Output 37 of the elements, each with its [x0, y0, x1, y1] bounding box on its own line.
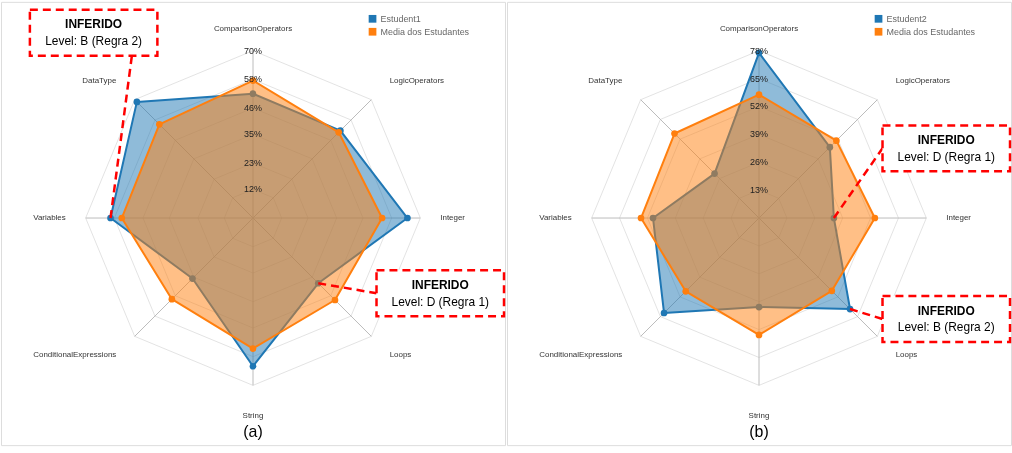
- y-tick-label: 46%: [244, 103, 262, 114]
- spoke-label: ComparisonOperators: [719, 23, 799, 33]
- spoke-label: Variables: [539, 213, 572, 223]
- spoke-label: Variables: [33, 213, 66, 223]
- text: INFERIDO Level: D (Regra 1): [897, 132, 996, 164]
- legend-label: Estudent2: [886, 13, 927, 24]
- y-tick-label: 52%: [750, 101, 768, 112]
- spoke-label: String: [242, 410, 264, 420]
- y-tick-label: 39%: [750, 129, 768, 140]
- text: INFERIDO Level: B (Regra 2): [897, 303, 995, 335]
- y-tick-label: 26%: [750, 157, 768, 168]
- y-tick-label: 23%: [244, 158, 262, 169]
- text: INFERIDO Level: D (Regra 1): [391, 277, 490, 309]
- spoke-label: ConditionalExpressions: [539, 349, 623, 359]
- text: (a): [243, 423, 263, 441]
- spoke-label: Loops: [895, 349, 918, 359]
- y-tick-label: 70%: [244, 45, 262, 56]
- spoke-label: LogicOperators: [389, 76, 445, 86]
- y-tick-label: 65%: [750, 73, 768, 84]
- text: (b): [749, 423, 769, 441]
- legend-label: Media dos Estudantes: [886, 26, 976, 37]
- spoke-label: Loops: [389, 349, 412, 359]
- spoke-label: String: [748, 410, 770, 420]
- spoke-label: LogicOperators: [895, 76, 951, 86]
- y-tick-label: 78%: [750, 45, 768, 56]
- spoke-label: DataType: [82, 76, 117, 86]
- spoke-label: ComparisonOperators: [213, 23, 293, 33]
- spoke-label: Integer: [440, 213, 466, 223]
- y-tick-label: 12%: [244, 184, 262, 195]
- y-tick-label: 13%: [750, 185, 768, 196]
- legend-label: Media dos Estudantes: [380, 26, 470, 37]
- text: INFERIDO Level: B (Regra 2): [45, 17, 143, 49]
- spoke-label: DataType: [588, 76, 623, 86]
- spoke-label: Integer: [946, 213, 972, 223]
- y-tick-label: 35%: [244, 129, 262, 140]
- legend-label: Estudent1: [380, 13, 421, 24]
- spoke-label: ConditionalExpressions: [33, 349, 117, 359]
